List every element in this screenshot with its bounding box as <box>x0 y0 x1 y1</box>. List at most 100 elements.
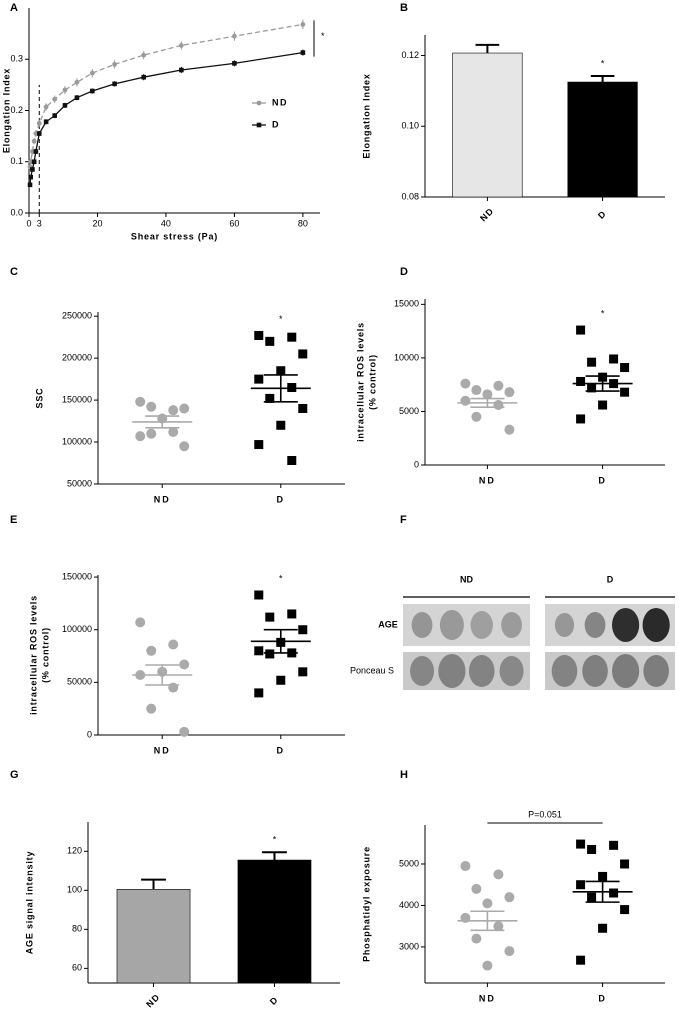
data-point <box>576 376 586 386</box>
data-point <box>89 70 95 76</box>
x-tick-label: ND <box>479 475 496 485</box>
panel-label: F <box>400 514 407 526</box>
blot-spot <box>642 608 670 642</box>
data-point <box>298 349 308 359</box>
data-point <box>265 336 275 346</box>
data-point <box>112 61 117 67</box>
y-tick-label: 200000 <box>62 353 92 363</box>
data-point <box>620 859 630 869</box>
data-point <box>52 113 57 118</box>
x-tick-label: D <box>598 993 607 1003</box>
data-point <box>471 385 482 396</box>
blot-spot <box>410 656 435 686</box>
data-point <box>265 612 275 622</box>
y-tick-label: 5000 <box>399 406 419 416</box>
data-point <box>135 431 146 442</box>
data-point <box>178 43 184 48</box>
data-point <box>62 87 68 93</box>
blot-spot <box>582 655 608 687</box>
group-label: D <box>607 574 614 584</box>
data-point <box>300 22 306 27</box>
y-tick-label: 0.1 <box>10 156 23 166</box>
data-point <box>504 424 515 435</box>
data-point <box>179 67 184 73</box>
data-point <box>30 167 35 172</box>
x-tick-label: ND <box>154 745 171 755</box>
data-point <box>27 182 33 188</box>
y-axis-title: SSC <box>34 388 44 409</box>
data-point <box>598 871 608 881</box>
data-point <box>482 389 493 400</box>
data-point <box>482 898 493 909</box>
data-point <box>471 883 482 894</box>
blot-spot <box>439 610 464 640</box>
y-axis-title: intracellular ROS levels <box>28 595 38 715</box>
row-label: AGE <box>378 619 398 629</box>
data-point <box>493 380 504 391</box>
row-label: Ponceau S <box>350 665 394 675</box>
y-axis-title: Elongation Index <box>361 73 371 158</box>
group-label: ND <box>460 574 473 584</box>
data-point <box>135 396 146 407</box>
data-point <box>298 667 308 677</box>
y-tick-label: 3000 <box>399 941 419 951</box>
data-point <box>179 441 190 452</box>
data-point <box>179 726 190 737</box>
data-point <box>168 405 179 416</box>
x-tick-label: ND <box>154 494 171 504</box>
x-tick-label: 40 <box>161 218 171 228</box>
data-point <box>493 869 504 880</box>
data-point <box>598 400 608 410</box>
data-point <box>609 354 619 364</box>
y-tick-label: 60 <box>72 963 82 973</box>
data-point <box>254 688 264 698</box>
data-point <box>576 325 586 335</box>
data-point <box>576 880 586 890</box>
y-tick-label: 0.10 <box>401 121 419 131</box>
x-tick-label: ND <box>479 993 496 1003</box>
data-point <box>179 403 190 414</box>
data-point <box>232 33 237 39</box>
x-tick-label: 3 <box>37 218 42 228</box>
annotation: * <box>601 58 605 68</box>
data-point <box>298 625 308 635</box>
data-point <box>493 400 504 411</box>
blot-spot <box>501 612 522 638</box>
data-point <box>146 401 157 412</box>
blot-spot <box>468 655 495 687</box>
y-tick-label: 50000 <box>67 478 92 488</box>
data-point <box>576 414 586 424</box>
bar <box>452 52 523 198</box>
data-point <box>587 383 597 393</box>
data-point <box>482 960 493 971</box>
legend-marker <box>256 100 262 106</box>
panel-label: C <box>10 266 18 278</box>
data-point <box>620 387 630 397</box>
data-point <box>146 428 157 439</box>
data-point <box>276 675 286 685</box>
x-tick-label: D <box>598 475 607 485</box>
panel-label: E <box>10 514 17 526</box>
data-point <box>31 159 37 165</box>
annotation: P=0.051 <box>528 809 562 819</box>
data-point <box>471 933 482 944</box>
y-tick-label: 250000 <box>62 311 92 321</box>
blot-spot <box>612 608 640 642</box>
x-tick-label: D <box>268 994 280 1006</box>
data-point <box>265 649 275 659</box>
y-tick-label: 0 <box>414 459 419 469</box>
y-tick-label: 100 <box>67 885 82 895</box>
data-point <box>471 411 482 422</box>
data-point <box>90 88 95 94</box>
data-point <box>298 403 308 413</box>
data-point <box>254 590 264 600</box>
data-point <box>276 420 286 430</box>
blot-spot <box>643 655 669 687</box>
y-tick-label: 0 <box>87 729 92 739</box>
data-point <box>504 892 515 903</box>
data-point <box>287 332 297 342</box>
data-point <box>31 138 37 144</box>
bar <box>567 81 638 198</box>
data-point <box>587 892 597 902</box>
data-point <box>254 374 264 384</box>
